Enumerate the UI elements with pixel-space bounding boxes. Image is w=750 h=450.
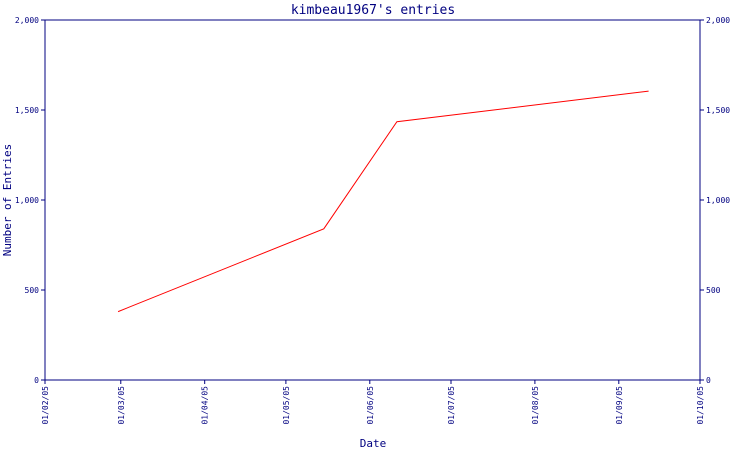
x-tick-label: 01/07/05 [447, 386, 456, 425]
x-tick-label: 01/08/05 [531, 386, 540, 425]
y-tick-label-left: 500 [25, 286, 40, 295]
x-tick-label: 01/10/05 [696, 386, 705, 425]
y-tick-label-right: 1,500 [706, 106, 730, 115]
y-tick-label-left: 2,000 [15, 16, 39, 25]
x-tick-label: 01/05/05 [282, 386, 291, 425]
y-tick-label-right: 500 [706, 286, 721, 295]
x-tick-label: 01/04/05 [201, 386, 210, 425]
y-tick-label-right: 1,000 [706, 196, 730, 205]
y-tick-label-right: 2,000 [706, 16, 730, 25]
y-tick-label-left: 1,000 [15, 196, 39, 205]
plot-area-frame [44, 19, 701, 381]
y-tick-label-right: 0 [706, 376, 711, 385]
x-tick-label: 01/09/05 [615, 386, 624, 425]
x-axis-label: Date [360, 437, 387, 450]
x-tick-label: 01/03/05 [117, 386, 126, 425]
y-axis-label: Number of Entries [1, 144, 14, 257]
x-tick-label: 01/06/05 [366, 386, 375, 425]
y-tick-label-left: 1,500 [15, 106, 39, 115]
y-tick-label-left: 0 [34, 376, 39, 385]
series-line [117, 90, 649, 313]
chart-title: kimbeau1967's entries [291, 3, 455, 18]
x-tick-label: 01/02/05 [41, 386, 50, 425]
